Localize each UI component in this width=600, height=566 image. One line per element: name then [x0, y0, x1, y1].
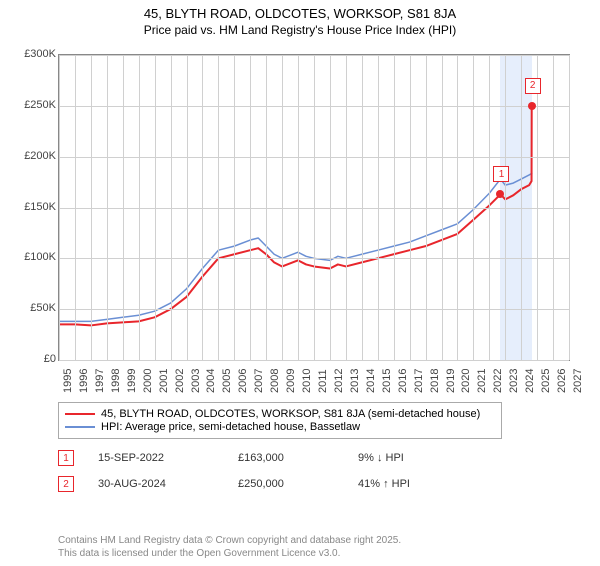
xtick-label: 2021: [476, 369, 488, 393]
legend-label-price: 45, BLYTH ROAD, OLDCOTES, WORKSOP, S81 8…: [101, 408, 480, 420]
xtick-label: 2025: [540, 369, 552, 393]
xtick-label: 1999: [126, 369, 138, 393]
xtick-label: 2008: [269, 369, 281, 393]
chart-subtitle: Price paid vs. HM Land Registry's House …: [0, 23, 600, 37]
xtick-label: 1995: [62, 369, 74, 393]
xtick-label: 2022: [492, 369, 504, 393]
xtick-label: 2013: [349, 369, 361, 393]
ytick-label: £50K: [30, 302, 56, 314]
legend-item-hpi: HPI: Average price, semi-detached house,…: [65, 421, 495, 433]
legend-swatch-hpi: [65, 426, 95, 428]
xtick-label: 2004: [205, 369, 217, 393]
xtick-label: 2003: [190, 369, 202, 393]
xtick-label: 2027: [572, 369, 584, 393]
ytick-label: £200K: [24, 150, 56, 162]
transaction-price-2: £250,000: [238, 478, 358, 490]
xtick-label: 2005: [221, 369, 233, 393]
legend-item-price: 45, BLYTH ROAD, OLDCOTES, WORKSOP, S81 8…: [65, 408, 495, 420]
transaction-delta-2: 41% ↑ HPI: [358, 478, 410, 490]
chart-marker-pin: 2: [525, 78, 541, 94]
xtick-label: 2026: [556, 369, 568, 393]
legend-swatch-price: [65, 413, 95, 415]
transaction-pin-1: 1: [58, 450, 74, 466]
ytick-label: £300K: [24, 48, 56, 60]
ytick-label: £150K: [24, 201, 56, 213]
legend-label-hpi: HPI: Average price, semi-detached house,…: [101, 421, 360, 433]
ytick-label: £250K: [24, 99, 56, 111]
xtick-label: 1998: [110, 369, 122, 393]
transaction-price-1: £163,000: [238, 452, 358, 464]
xtick-label: 2001: [158, 369, 170, 393]
plot-area: 12: [58, 54, 570, 361]
xtick-label: 2024: [524, 369, 536, 393]
footer-line2: This data is licensed under the Open Gov…: [58, 547, 401, 560]
transaction-date-1: 15-SEP-2022: [98, 452, 238, 464]
transaction-pin-2: 2: [58, 476, 74, 492]
xtick-label: 2010: [301, 369, 313, 393]
xtick-label: 1996: [78, 369, 90, 393]
transaction-date-2: 30-AUG-2024: [98, 478, 238, 490]
footer: Contains HM Land Registry data © Crown c…: [58, 534, 401, 560]
xtick-label: 2014: [365, 369, 377, 393]
xtick-label: 2017: [413, 369, 425, 393]
xtick-label: 2015: [381, 369, 393, 393]
xtick-label: 2011: [317, 369, 329, 393]
xtick-label: 2016: [397, 369, 409, 393]
xtick-label: 2020: [460, 369, 472, 393]
xtick-label: 2019: [445, 369, 457, 393]
ytick-label: £0: [44, 353, 56, 365]
transaction-row-1: 1 15-SEP-2022 £163,000 9% ↓ HPI: [58, 450, 568, 466]
chart-marker-pin: 1: [493, 166, 509, 182]
xtick-label: 2018: [429, 369, 441, 393]
xtick-label: 2009: [285, 369, 297, 393]
xtick-label: 1997: [94, 369, 106, 393]
xtick-label: 2002: [174, 369, 186, 393]
legend: 45, BLYTH ROAD, OLDCOTES, WORKSOP, S81 8…: [58, 402, 502, 439]
chart-title: 45, BLYTH ROAD, OLDCOTES, WORKSOP, S81 8…: [0, 6, 600, 21]
ytick-label: £100K: [24, 251, 56, 263]
xtick-label: 2012: [333, 369, 345, 393]
transaction-row-2: 2 30-AUG-2024 £250,000 41% ↑ HPI: [58, 476, 568, 492]
footer-line1: Contains HM Land Registry data © Crown c…: [58, 534, 401, 547]
xtick-label: 2023: [508, 369, 520, 393]
xtick-label: 2000: [142, 369, 154, 393]
chart-marker-dot: [528, 102, 536, 110]
transaction-delta-1: 9% ↓ HPI: [358, 452, 404, 464]
xtick-label: 2007: [253, 369, 265, 393]
chart-marker-dot: [496, 190, 504, 198]
xtick-label: 2006: [237, 369, 249, 393]
